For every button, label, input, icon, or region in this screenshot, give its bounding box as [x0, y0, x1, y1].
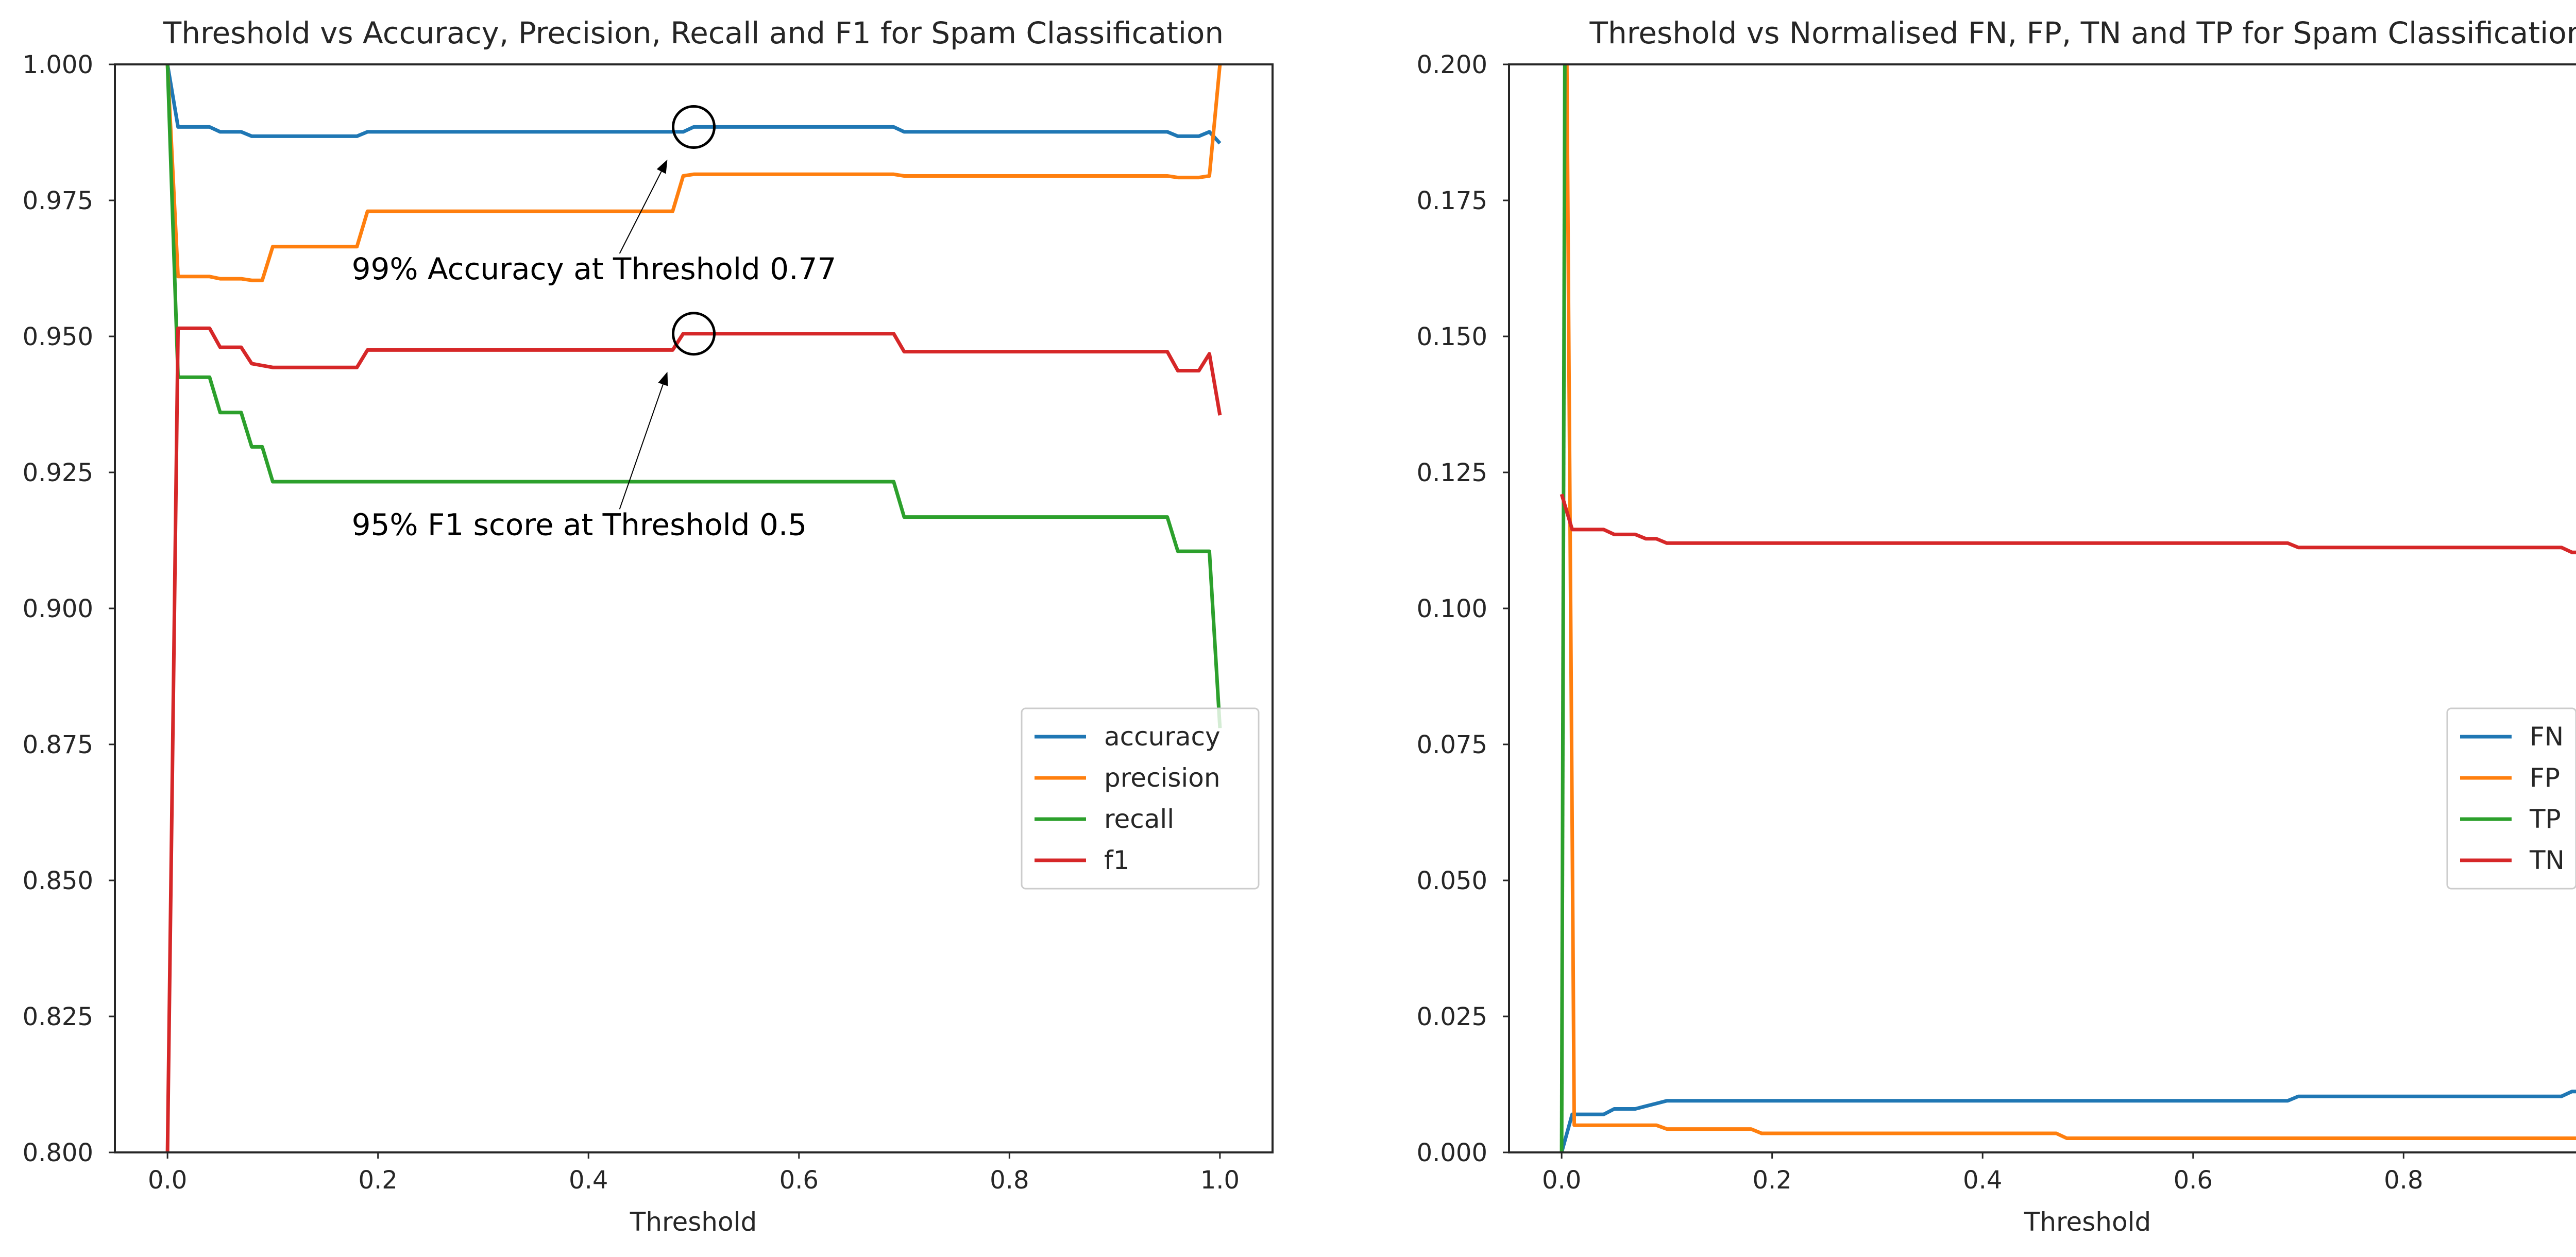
- right-series-line-FP: [1565, 64, 2576, 1140]
- left-y-tick-label: 0.875: [23, 731, 93, 759]
- right-chart: Threshold vs Normalised FN, FP, TN and T…: [1417, 15, 2576, 1237]
- left-chart: Threshold vs Accuracy, Precision, Recall…: [23, 15, 1274, 1237]
- left-y-tick-label: 0.850: [23, 867, 93, 895]
- left-y-tick-label: 0.975: [23, 186, 93, 215]
- left-marker-accuracy-max: [672, 105, 716, 149]
- left-legend-label-precision: precision: [1104, 763, 1221, 793]
- left-marker-f1-max: [672, 312, 716, 356]
- left-x-tick-label: 0.4: [569, 1166, 608, 1195]
- right-x-axis-label: Threshold: [2024, 1207, 2151, 1237]
- left-annotation-text-2: 95% F1 score at Threshold 0.5: [352, 507, 807, 542]
- right-legend-label-FP: FP: [2530, 763, 2560, 793]
- left-legend-label-f1: f1: [1104, 845, 1129, 875]
- left-legend-label-recall: recall: [1104, 804, 1174, 834]
- left-x-tick-label: 0.8: [990, 1166, 1029, 1195]
- left-annotation-text-1: 99% Accuracy at Threshold 0.77: [352, 251, 837, 286]
- right-y-tick-label: 0.125: [1417, 458, 1487, 487]
- left-series-line-f1: [165, 326, 1222, 1152]
- right-plot-area: 0.00.20.40.60.81.00.0000.0250.0500.0750.…: [1417, 50, 2576, 1195]
- left-axes-frame: [114, 63, 1274, 1153]
- left-x-tick-label: 1.0: [1200, 1166, 1240, 1195]
- right-legend-label-FN: FN: [2530, 722, 2564, 752]
- left-legend: accuracy precision recall f1: [1021, 707, 1260, 890]
- left-y-tick-label: 0.800: [23, 1139, 93, 1167]
- right-x-tick-label: 0.6: [2174, 1166, 2213, 1195]
- left-x-tick-label: 0.2: [359, 1166, 398, 1195]
- right-x-tick-label: 0.0: [1542, 1166, 1581, 1195]
- right-y-tick-label: 0.175: [1417, 186, 1487, 215]
- left-x-axis-label: Threshold: [630, 1207, 757, 1237]
- left-y-tick-label: 0.825: [23, 1003, 93, 1031]
- left-legend-label-accuracy: accuracy: [1104, 722, 1221, 752]
- right-y-tick-label: 0.075: [1417, 731, 1487, 759]
- left-series-line-recall: [165, 64, 1222, 728]
- left-y-tick-label: 0.950: [23, 322, 93, 351]
- left-legend-box: [1021, 707, 1260, 890]
- right-axes-frame: [1508, 63, 2576, 1153]
- right-chart-title: Threshold vs Normalised FN, FP, TN and T…: [1589, 15, 2576, 50]
- left-y-tick-label: 0.925: [23, 458, 93, 487]
- left-series-line-precision: [165, 64, 1222, 282]
- right-x-tick-label: 0.8: [2384, 1166, 2423, 1195]
- right-y-tick-label: 0.025: [1417, 1003, 1487, 1031]
- left-series-line-accuracy: [165, 64, 1222, 145]
- right-y-tick-label: 0.050: [1417, 867, 1487, 895]
- right-y-tick-label: 0.000: [1417, 1139, 1487, 1167]
- left-annotation-arrow-2: [619, 384, 664, 509]
- left-annotation-arrowhead-1: [656, 159, 668, 174]
- left-chart-title: Threshold vs Accuracy, Precision, Recall…: [163, 15, 1224, 50]
- right-legend-label-TP: TP: [2529, 804, 2561, 834]
- left-y-tick-label: 0.900: [23, 594, 93, 623]
- right-x-tick-label: 0.2: [1753, 1166, 1792, 1195]
- right-series-line-TP: [1560, 64, 1567, 1152]
- right-y-tick-label: 0.100: [1417, 594, 1487, 623]
- left-annotation-arrowhead-2: [658, 371, 668, 386]
- left-annotation-arrow-1: [619, 171, 662, 254]
- right-x-tick-label: 0.4: [1963, 1166, 2002, 1195]
- right-series-line-TN: [1560, 494, 2576, 554]
- right-series-line-FN: [1560, 1090, 2576, 1152]
- right-legend: FN FP TP TN: [2446, 707, 2576, 890]
- left-x-tick-label: 0.6: [779, 1166, 819, 1195]
- right-legend-box: [2446, 707, 2576, 890]
- left-y-tick-label: 1.000: [23, 50, 93, 79]
- right-y-tick-label: 0.150: [1417, 322, 1487, 351]
- right-y-tick-label: 0.200: [1417, 50, 1487, 79]
- right-legend-label-TN: TN: [2529, 845, 2565, 875]
- left-plot-area: 0.0 0.2 0.4 0.6 0.8 1.0 0.800 0.825 0.850 0.875 0.…: [23, 50, 1260, 1195]
- left-x-tick-label: 0.0: [148, 1166, 187, 1195]
